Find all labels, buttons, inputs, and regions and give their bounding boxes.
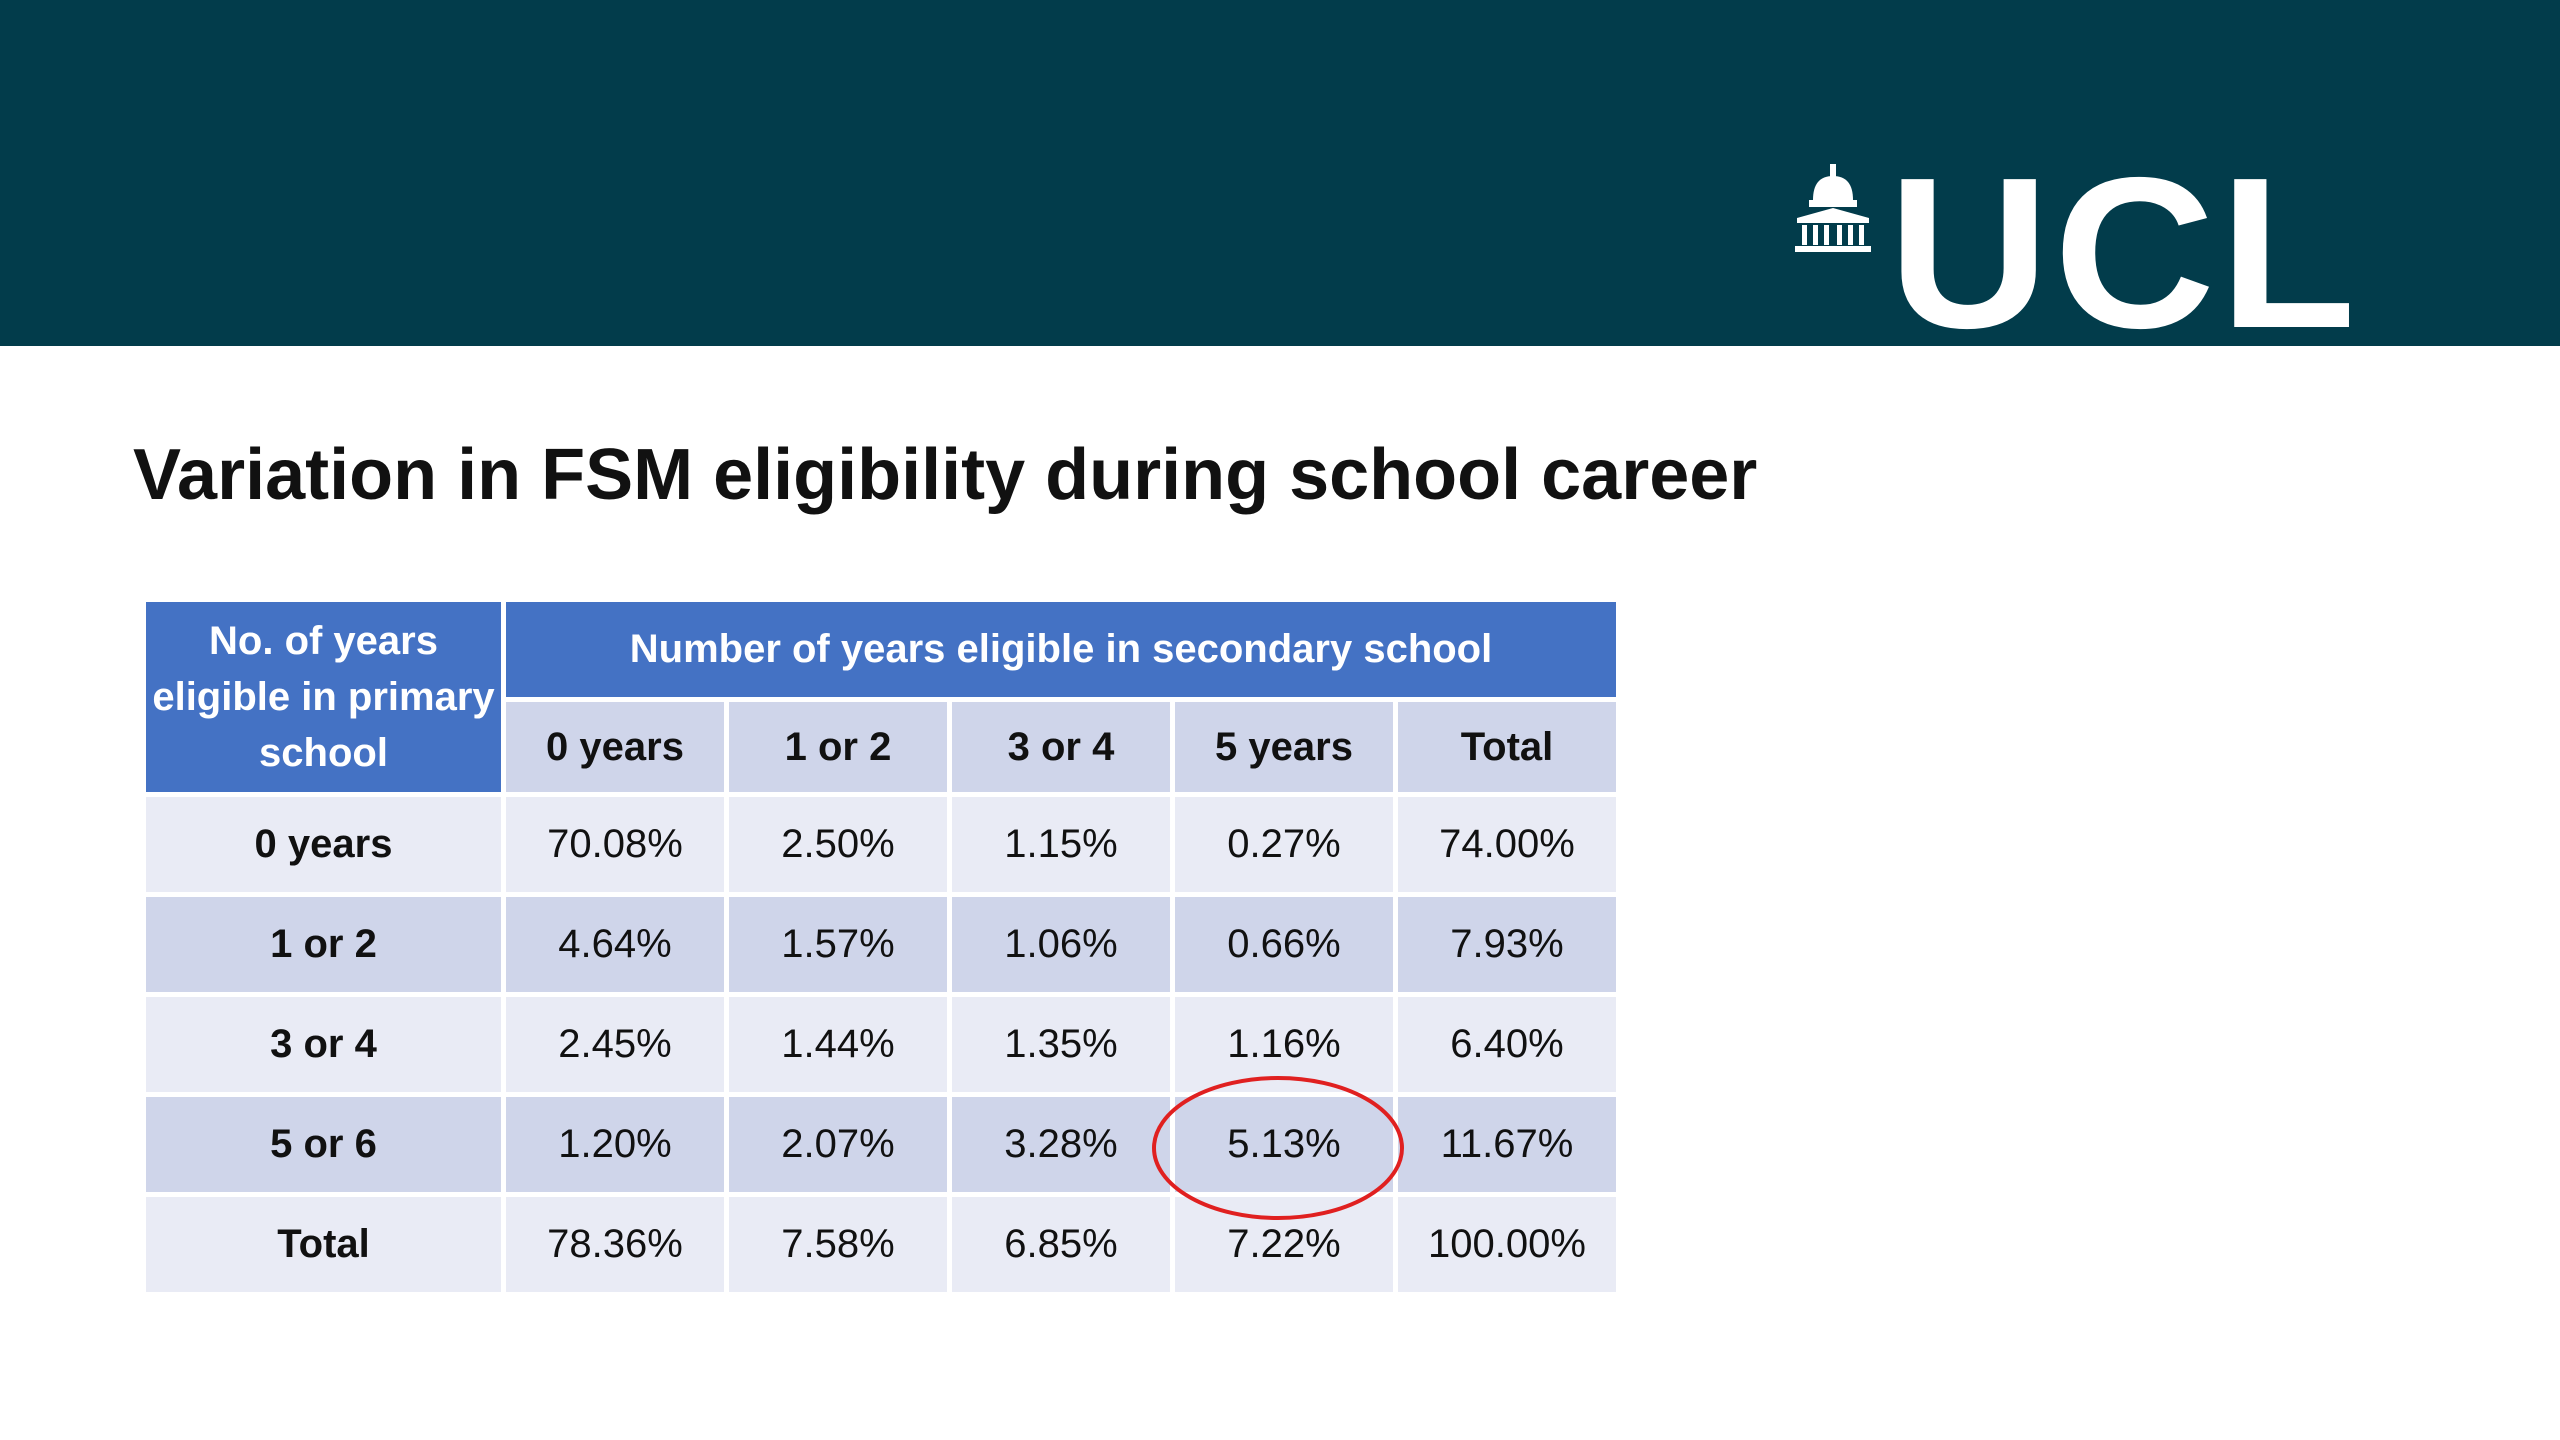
header-banner: UCL (0, 0, 2560, 373)
table-cell: 1.16% (1175, 997, 1393, 1092)
table-cell: 7.22% (1175, 1197, 1393, 1292)
column-header-row: 0 years 1 or 2 3 or 4 5 years Total (146, 702, 1616, 792)
table-cell: 6.85% (952, 1197, 1170, 1292)
group-header: Number of years eligible in secondary sc… (506, 602, 1616, 697)
column-header: 0 years (506, 702, 724, 792)
table-cell: 1.35% (952, 997, 1170, 1092)
table-cell: 6.40% (1398, 997, 1616, 1092)
table-cell: 7.58% (729, 1197, 947, 1292)
table-row: 1 or 2 4.64% 1.57% 1.06% 0.66% 7.93% (146, 897, 1616, 992)
table-cell: 1.06% (952, 897, 1170, 992)
fsm-eligibility-table: No. of years eligible in primary school … (141, 597, 1621, 1297)
row-header: 0 years (146, 797, 501, 892)
table-cell: 1.20% (506, 1097, 724, 1192)
row-header: 5 or 6 (146, 1097, 501, 1192)
column-header: 5 years (1175, 702, 1393, 792)
table-cell: 74.00% (1398, 797, 1616, 892)
column-header: Total (1398, 702, 1616, 792)
table-cell: 1.15% (952, 797, 1170, 892)
table-header-row: No. of years eligible in primary school … (146, 602, 1616, 792)
table-row: 0 years 70.08% 2.50% 1.15% 0.27% 74.00% (146, 797, 1616, 892)
ucl-wordmark: UCL (1888, 132, 2361, 373)
corner-header: No. of years eligible in primary school (146, 602, 501, 792)
table-cell: 3.28% (952, 1097, 1170, 1192)
table-cell: 7.93% (1398, 897, 1616, 992)
table-cell: 4.64% (506, 897, 724, 992)
table-row-total: Total 78.36% 7.58% 6.85% 7.22% 100.00% (146, 1197, 1616, 1292)
table-cell: 78.36% (506, 1197, 724, 1292)
column-header: 1 or 2 (729, 702, 947, 792)
table-cell: 100.00% (1398, 1197, 1616, 1292)
table-cell: 1.44% (729, 997, 947, 1092)
row-header: 1 or 2 (146, 897, 501, 992)
highlighted-cell: 5.13% (1175, 1097, 1393, 1192)
table-cell: 2.45% (506, 997, 724, 1092)
row-header: 3 or 4 (146, 997, 501, 1092)
table-cell: 2.07% (729, 1097, 947, 1192)
table-cell: 11.67% (1398, 1097, 1616, 1192)
row-header: Total (146, 1197, 501, 1292)
ucl-logo: UCL (1793, 132, 2458, 373)
table-cell: 0.27% (1175, 797, 1393, 892)
table-cell: 0.66% (1175, 897, 1393, 992)
table-row: 3 or 4 2.45% 1.44% 1.35% 1.16% 6.40% (146, 997, 1616, 1092)
table-cell: 1.57% (729, 897, 947, 992)
column-header: 3 or 4 (952, 702, 1170, 792)
portico-icon (1795, 164, 1871, 252)
slide-title: Variation in FSM eligibility during scho… (133, 435, 1758, 515)
table-cell: 2.50% (729, 797, 947, 892)
table-row: 5 or 6 1.20% 2.07% 3.28% 5.13% 11.67% (146, 1097, 1616, 1192)
table-cell: 70.08% (506, 797, 724, 892)
